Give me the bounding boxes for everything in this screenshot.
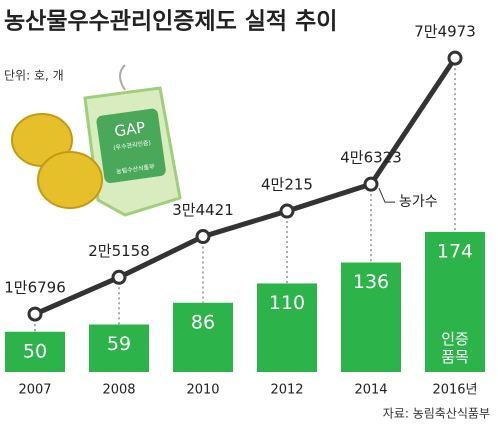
line-marker	[447, 50, 463, 66]
line-label: 1만6796	[4, 279, 66, 297]
x-tick-label: 2014	[354, 383, 387, 398]
bar-label: 86	[191, 311, 215, 333]
x-tick-label: 2010	[186, 383, 219, 398]
tag-label: GAP	[113, 118, 146, 140]
line-marker	[363, 176, 379, 192]
illustration: GAP (우수관리인증) 농림수산식품부	[11, 64, 182, 217]
line-label: 2만5158	[88, 242, 150, 260]
source: 자료: 농림축산식품부	[383, 407, 490, 421]
x-tick-label: 2008	[102, 383, 135, 398]
bar	[341, 262, 401, 372]
x-tick-label: 2012	[270, 383, 303, 398]
line-label: 7만4973	[414, 23, 476, 41]
tag-face	[96, 108, 166, 184]
bar	[89, 324, 149, 372]
chart-title: 농산물우수관리인증제도 실적 추이	[4, 9, 337, 35]
bar-label: 59	[107, 333, 131, 355]
bar	[5, 331, 65, 372]
x-tick-label: 2007	[18, 383, 51, 398]
line-marker	[111, 269, 127, 285]
bar-label: 110	[269, 292, 305, 314]
line-marker	[27, 306, 43, 322]
coin	[37, 151, 103, 209]
line-marker	[279, 203, 295, 219]
bar	[257, 283, 317, 372]
line-label: 4만6323	[340, 149, 402, 167]
line	[33, 56, 458, 317]
bar-label: 174	[437, 240, 473, 262]
bar-label: 136	[353, 271, 389, 293]
bar	[425, 231, 485, 372]
chart-subtitle: 단위: 호, 개	[4, 69, 64, 83]
legend-bar-label: 인증 품목	[441, 330, 469, 366]
line-label: 4만215	[261, 176, 313, 194]
bar	[173, 302, 233, 372]
bar-label: 50	[23, 340, 47, 362]
line-label: 3만4421	[172, 201, 234, 219]
x-tick-label: 2016년	[432, 383, 477, 398]
legend-line-label: 농가수	[399, 194, 438, 210]
string	[119, 64, 126, 91]
line-marker	[195, 229, 211, 245]
legend-pointer	[378, 187, 395, 203]
